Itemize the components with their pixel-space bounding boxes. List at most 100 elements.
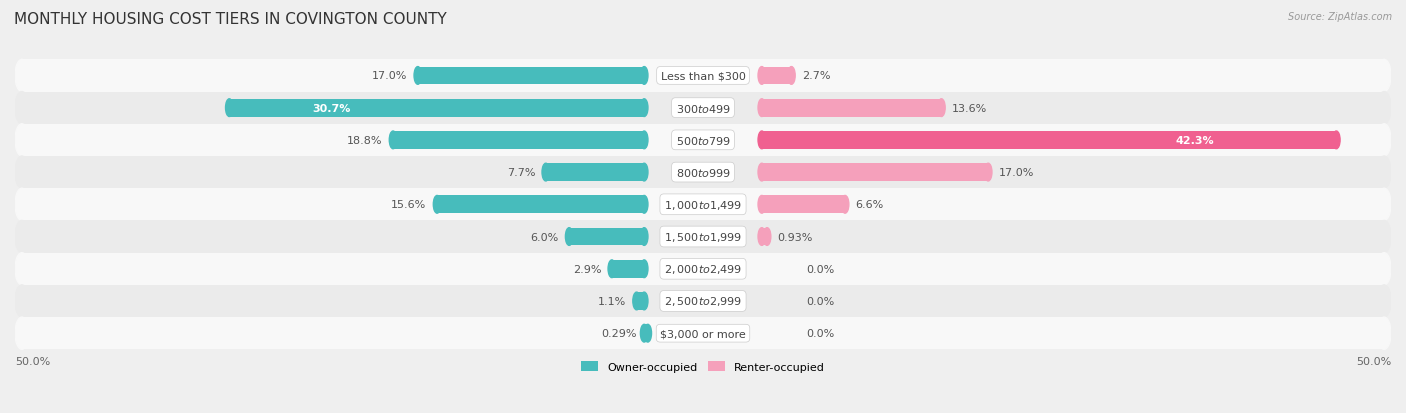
Circle shape	[15, 189, 28, 221]
Circle shape	[541, 164, 550, 181]
Circle shape	[640, 100, 648, 117]
FancyBboxPatch shape	[394, 132, 644, 150]
Circle shape	[15, 285, 28, 317]
Text: 1.1%: 1.1%	[598, 296, 626, 306]
Text: 0.29%: 0.29%	[602, 328, 637, 338]
Text: 0.0%: 0.0%	[806, 264, 834, 274]
FancyBboxPatch shape	[762, 67, 792, 85]
Text: 0.0%: 0.0%	[806, 296, 834, 306]
Circle shape	[938, 100, 945, 117]
Circle shape	[758, 100, 766, 117]
Circle shape	[758, 132, 766, 150]
Text: 15.6%: 15.6%	[391, 200, 426, 210]
FancyBboxPatch shape	[22, 93, 1384, 124]
FancyBboxPatch shape	[229, 100, 644, 117]
Circle shape	[787, 67, 796, 85]
Text: $2,500 to $2,999: $2,500 to $2,999	[664, 295, 742, 308]
Legend: Owner-occupied, Renter-occupied: Owner-occupied, Renter-occupied	[576, 357, 830, 376]
FancyBboxPatch shape	[22, 285, 1384, 317]
Circle shape	[1333, 132, 1340, 150]
Circle shape	[225, 100, 233, 117]
Text: $3,000 or more: $3,000 or more	[661, 328, 745, 338]
Text: 0.0%: 0.0%	[806, 328, 834, 338]
Text: 50.0%: 50.0%	[15, 356, 51, 366]
Text: 50.0%: 50.0%	[1355, 356, 1391, 366]
FancyBboxPatch shape	[762, 196, 845, 214]
Circle shape	[640, 292, 648, 310]
Text: 13.6%: 13.6%	[952, 103, 987, 114]
FancyBboxPatch shape	[437, 196, 644, 214]
Circle shape	[1378, 124, 1391, 157]
Text: $500 to $799: $500 to $799	[675, 135, 731, 147]
FancyBboxPatch shape	[22, 124, 1384, 157]
FancyBboxPatch shape	[22, 189, 1384, 221]
Circle shape	[640, 325, 648, 342]
FancyBboxPatch shape	[644, 325, 648, 342]
Circle shape	[15, 93, 28, 124]
Circle shape	[1378, 285, 1391, 317]
Circle shape	[15, 124, 28, 157]
Text: 17.0%: 17.0%	[998, 168, 1035, 178]
Text: Less than $300: Less than $300	[661, 71, 745, 81]
FancyBboxPatch shape	[22, 317, 1384, 349]
Circle shape	[607, 260, 616, 278]
Text: $1,000 to $1,499: $1,000 to $1,499	[664, 198, 742, 211]
Circle shape	[1378, 317, 1391, 349]
Text: 18.8%: 18.8%	[347, 135, 382, 145]
FancyBboxPatch shape	[762, 100, 942, 117]
Text: 42.3%: 42.3%	[1175, 135, 1213, 145]
FancyBboxPatch shape	[762, 228, 768, 246]
FancyBboxPatch shape	[418, 67, 644, 85]
Circle shape	[1378, 253, 1391, 285]
Text: 6.6%: 6.6%	[856, 200, 884, 210]
Circle shape	[640, 164, 648, 181]
Text: $800 to $999: $800 to $999	[675, 167, 731, 179]
Circle shape	[640, 260, 648, 278]
FancyBboxPatch shape	[22, 253, 1384, 285]
Circle shape	[758, 67, 766, 85]
Circle shape	[640, 196, 648, 214]
Circle shape	[758, 164, 766, 181]
FancyBboxPatch shape	[762, 132, 1336, 150]
Circle shape	[1378, 157, 1391, 189]
Circle shape	[841, 196, 849, 214]
Circle shape	[984, 164, 993, 181]
Circle shape	[763, 228, 770, 246]
Circle shape	[758, 228, 766, 246]
Text: MONTHLY HOUSING COST TIERS IN COVINGTON COUNTY: MONTHLY HOUSING COST TIERS IN COVINGTON …	[14, 12, 447, 27]
Circle shape	[1378, 189, 1391, 221]
Text: 6.0%: 6.0%	[530, 232, 558, 242]
Circle shape	[565, 228, 574, 246]
Text: 30.7%: 30.7%	[312, 103, 350, 114]
Circle shape	[1378, 221, 1391, 253]
Text: 7.7%: 7.7%	[506, 168, 536, 178]
FancyBboxPatch shape	[22, 221, 1384, 253]
Circle shape	[433, 196, 441, 214]
Text: $2,000 to $2,499: $2,000 to $2,499	[664, 263, 742, 275]
Circle shape	[15, 60, 28, 93]
Circle shape	[633, 292, 640, 310]
Text: $1,500 to $1,999: $1,500 to $1,999	[664, 230, 742, 243]
Circle shape	[640, 132, 648, 150]
Circle shape	[15, 317, 28, 349]
Circle shape	[640, 67, 648, 85]
Circle shape	[1378, 60, 1391, 93]
Circle shape	[15, 221, 28, 253]
Text: $300 to $499: $300 to $499	[675, 102, 731, 114]
Text: 2.7%: 2.7%	[801, 71, 831, 81]
Circle shape	[413, 67, 422, 85]
FancyBboxPatch shape	[22, 60, 1384, 93]
FancyBboxPatch shape	[637, 292, 644, 310]
Text: Source: ZipAtlas.com: Source: ZipAtlas.com	[1288, 12, 1392, 22]
FancyBboxPatch shape	[546, 164, 644, 181]
FancyBboxPatch shape	[612, 260, 644, 278]
FancyBboxPatch shape	[762, 164, 988, 181]
Circle shape	[15, 253, 28, 285]
Text: 17.0%: 17.0%	[371, 71, 408, 81]
Circle shape	[640, 228, 648, 246]
Circle shape	[644, 325, 651, 342]
Circle shape	[389, 132, 396, 150]
Text: 0.93%: 0.93%	[778, 232, 813, 242]
Text: 2.9%: 2.9%	[572, 264, 602, 274]
Circle shape	[758, 196, 766, 214]
